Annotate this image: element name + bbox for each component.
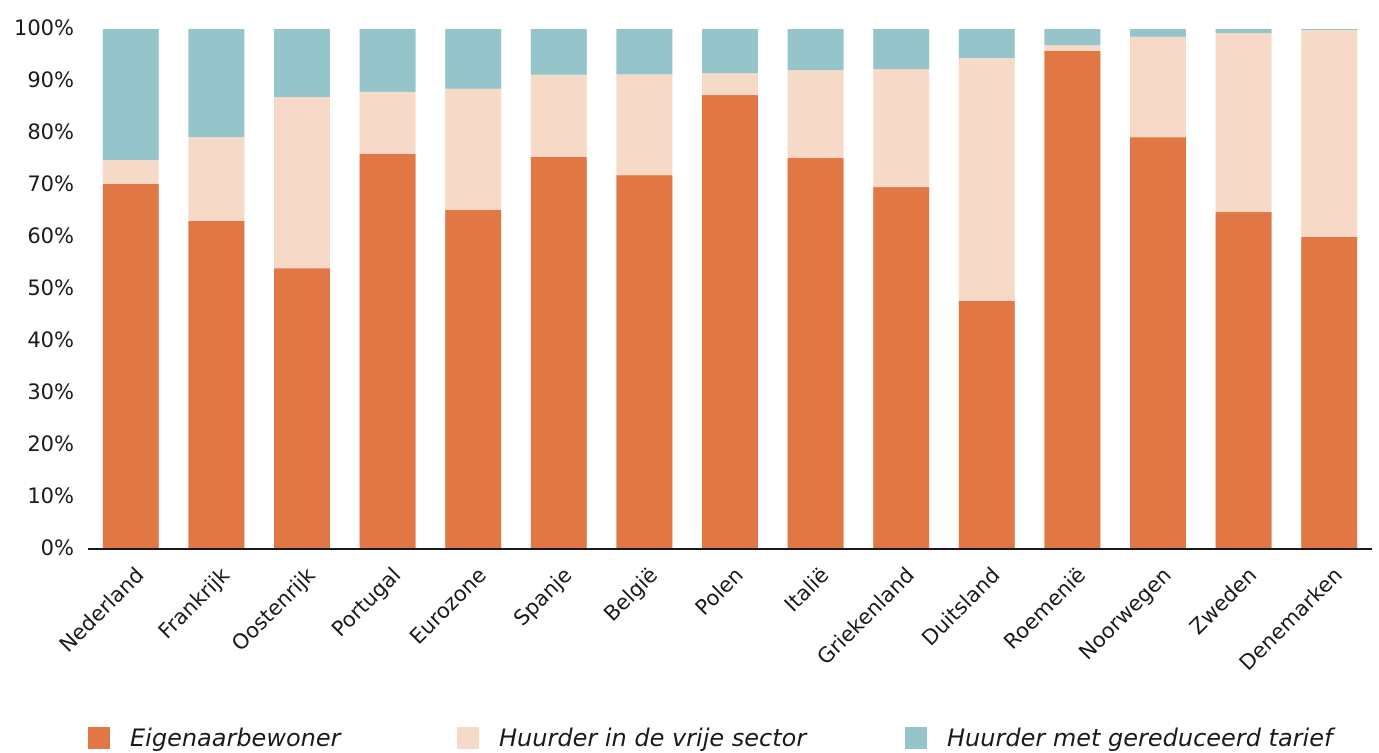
bar-segment <box>873 187 930 549</box>
bar-segment <box>274 97 330 269</box>
bar-segment <box>1130 137 1186 549</box>
x-tick-label: Duitsland <box>917 563 1005 651</box>
bar-segment <box>1215 29 1272 34</box>
legend-swatch <box>88 727 110 749</box>
x-tick-label: Italië <box>780 563 834 617</box>
legend-swatch <box>457 727 479 749</box>
x-tick-label: Nederland <box>55 563 149 657</box>
x-tick-label: Noorwegen <box>1074 563 1176 665</box>
bar-segment <box>359 91 416 154</box>
bar-segment <box>445 209 502 549</box>
bar-segment <box>530 74 587 157</box>
x-tick-label: Frankrijk <box>154 562 235 643</box>
x-tick-label: Oostenrijk <box>227 562 320 655</box>
bar-segment <box>1044 29 1101 46</box>
bar-segment <box>1301 29 1358 31</box>
bar-segment <box>1044 50 1101 550</box>
bar-segment <box>1215 212 1272 550</box>
bar-segment <box>102 183 159 549</box>
x-tick-label: Roemenië <box>999 563 1090 654</box>
y-tick-label: 80% <box>27 120 74 144</box>
bar-segment <box>958 29 1015 59</box>
bar-segment <box>1301 30 1358 238</box>
bar-segment <box>1044 45 1101 51</box>
bar-segment <box>873 69 930 188</box>
x-tick-label: België <box>599 563 662 626</box>
bar-segment <box>616 74 673 176</box>
bar-segment <box>530 29 587 75</box>
bar-segment <box>787 70 844 158</box>
bar-segment <box>616 175 673 549</box>
legend-swatch <box>905 727 927 749</box>
bar-segment <box>1215 33 1272 213</box>
bar-segment <box>102 160 159 184</box>
y-tick-label: 50% <box>27 276 74 300</box>
y-tick-label: 10% <box>27 484 74 508</box>
x-tick-label: Polen <box>691 563 748 620</box>
bar-segment <box>445 29 502 89</box>
y-tick-label: 0% <box>41 536 74 560</box>
bar-segment <box>188 220 245 549</box>
bar-segment <box>530 156 587 550</box>
bar-segment <box>359 29 416 92</box>
y-tick-label: 70% <box>27 172 74 196</box>
bar-segment <box>102 29 159 161</box>
y-tick-label: 100% <box>14 16 74 40</box>
bar-segment <box>787 29 844 71</box>
legend-label: Huurder met gereduceerd tarief <box>947 724 1336 752</box>
legend-label: Eigenaarbewoner <box>130 724 343 752</box>
bar-segment <box>787 157 844 549</box>
bar-segment <box>873 29 930 70</box>
bar-segment <box>1301 237 1358 549</box>
bar-segment <box>1130 29 1186 37</box>
y-tick-label: 90% <box>27 68 74 92</box>
x-tick-label: Spanje <box>509 563 577 631</box>
bar-segment <box>616 29 673 75</box>
bar-segment <box>445 88 502 210</box>
bar-segment <box>958 300 1015 549</box>
bar-segment <box>1130 36 1186 138</box>
bar-segment <box>274 268 330 549</box>
bar-segment <box>188 137 245 221</box>
bar-segment <box>702 73 758 96</box>
legend-label: Huurder in de vrije sector <box>499 724 808 752</box>
bar-segment <box>702 29 758 74</box>
y-tick-label: 40% <box>27 328 74 352</box>
y-tick-label: 60% <box>27 224 74 248</box>
bar-segment <box>188 29 245 138</box>
bar-segment <box>274 29 330 98</box>
x-tick-label: Zweden <box>1185 563 1261 639</box>
bar-segment <box>359 153 416 550</box>
y-tick-label: 20% <box>27 432 74 456</box>
x-tick-label: Eurozone <box>405 563 491 649</box>
x-tick-label: Portugal <box>327 563 405 641</box>
y-tick-label: 30% <box>27 380 74 404</box>
bar-segment <box>702 95 758 549</box>
bar-segment <box>958 58 1015 301</box>
